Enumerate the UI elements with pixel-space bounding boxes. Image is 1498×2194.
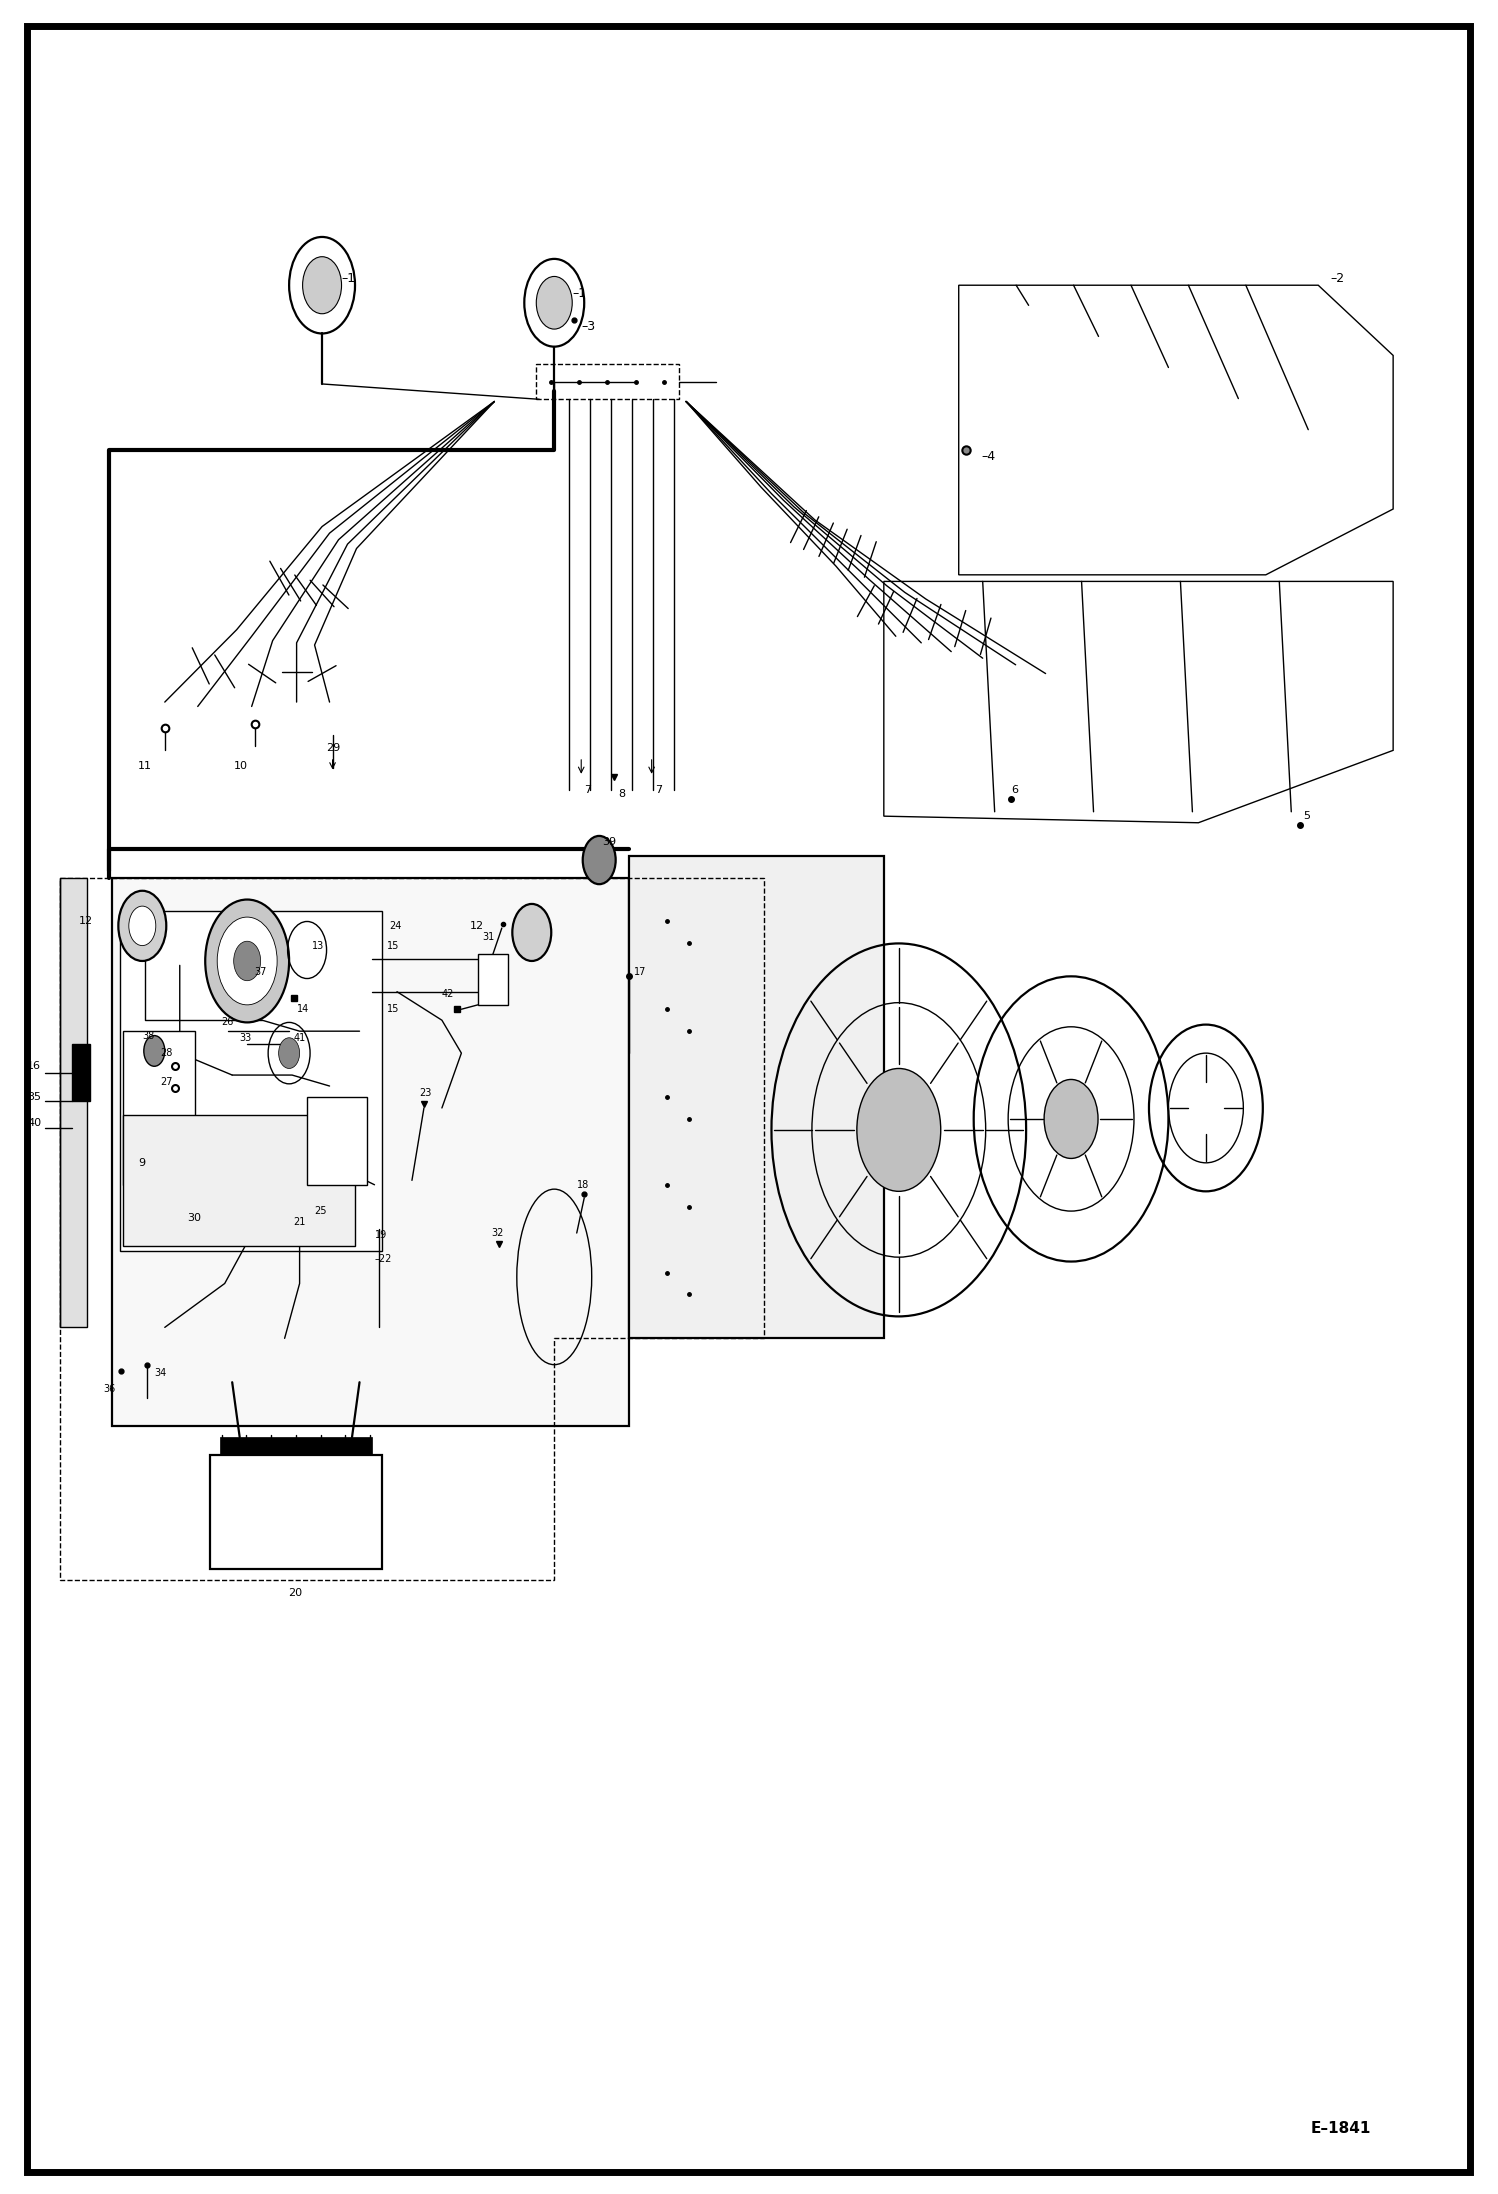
Text: 28: 28 (160, 1049, 172, 1058)
Text: 17: 17 (634, 968, 646, 976)
Text: 27: 27 (160, 1077, 172, 1086)
Circle shape (524, 259, 584, 347)
Text: 18: 18 (577, 1180, 589, 1189)
Text: 12: 12 (79, 917, 93, 926)
Text: 30: 30 (187, 1213, 201, 1222)
Text: 41: 41 (294, 1033, 306, 1042)
Text: 15: 15 (386, 1005, 398, 1014)
Text: 9: 9 (138, 1158, 145, 1167)
Text: 8: 8 (619, 790, 626, 799)
Text: 24: 24 (389, 921, 401, 930)
Text: 13: 13 (312, 941, 324, 950)
Bar (478, 954, 508, 1005)
Text: 5: 5 (1303, 812, 1311, 821)
Text: –22: –22 (374, 1255, 392, 1264)
Text: –1: –1 (342, 272, 355, 285)
Text: –1: –1 (572, 287, 586, 301)
Bar (536, 364, 679, 399)
Circle shape (857, 1068, 941, 1191)
Text: 16: 16 (27, 1062, 40, 1071)
Circle shape (234, 941, 261, 981)
Bar (123, 1031, 195, 1185)
Text: 15: 15 (386, 941, 398, 950)
Circle shape (289, 237, 355, 333)
Text: 32: 32 (491, 1229, 503, 1237)
Text: 12: 12 (470, 921, 484, 930)
Text: 35: 35 (27, 1093, 40, 1101)
Circle shape (1044, 1079, 1098, 1158)
Polygon shape (629, 856, 884, 1338)
Bar (60, 878, 87, 1327)
Text: 36: 36 (103, 1384, 115, 1393)
Circle shape (118, 891, 166, 961)
Text: –3: –3 (581, 320, 595, 333)
Polygon shape (112, 878, 629, 1426)
Circle shape (512, 904, 551, 961)
Text: –2: –2 (1330, 272, 1344, 285)
Circle shape (279, 1038, 300, 1068)
Text: 26: 26 (222, 1018, 234, 1027)
Text: 14: 14 (297, 1005, 309, 1014)
Circle shape (303, 257, 342, 314)
Circle shape (536, 276, 572, 329)
Text: 39: 39 (602, 838, 616, 847)
Bar (123, 1115, 355, 1246)
Circle shape (217, 917, 277, 1005)
Bar (120, 911, 382, 1251)
Text: 34: 34 (154, 1369, 166, 1378)
Circle shape (583, 836, 616, 884)
Text: 31: 31 (482, 932, 494, 941)
Text: 7: 7 (584, 785, 592, 794)
Text: 11: 11 (138, 761, 153, 770)
Text: –4: –4 (981, 450, 995, 463)
Bar (307, 1097, 367, 1185)
Circle shape (129, 906, 156, 946)
Text: 37: 37 (255, 968, 267, 976)
Text: 19: 19 (374, 1231, 386, 1240)
Text: 7: 7 (655, 785, 662, 794)
Text: 40: 40 (27, 1119, 40, 1128)
Text: 25: 25 (315, 1207, 327, 1215)
Bar (72, 1044, 90, 1101)
Circle shape (205, 900, 289, 1022)
Text: 29: 29 (327, 744, 342, 753)
Text: 38: 38 (142, 1031, 154, 1040)
Circle shape (144, 1036, 165, 1066)
Text: 10: 10 (234, 761, 249, 770)
Bar (220, 1437, 372, 1455)
Text: 42: 42 (442, 989, 454, 998)
Text: 20: 20 (288, 1588, 303, 1597)
Text: E–1841: E–1841 (1311, 2122, 1371, 2135)
Text: 6: 6 (1011, 785, 1019, 794)
Text: 33: 33 (240, 1033, 252, 1042)
Text: 23: 23 (419, 1088, 431, 1097)
Text: 21: 21 (294, 1218, 306, 1226)
Bar (210, 1455, 382, 1569)
